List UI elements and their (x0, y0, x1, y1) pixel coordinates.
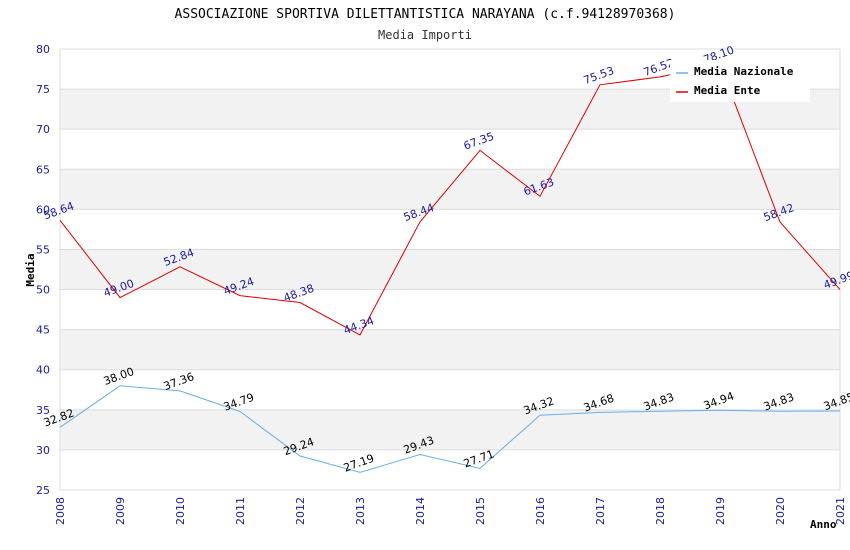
series-line-nazionale (59, 385, 841, 473)
gridlines (59, 48, 840, 491)
background-band (60, 249, 840, 290)
data-label: 37.36 (162, 370, 196, 393)
y-tick-label: 25 (36, 484, 50, 497)
x-tick-label: 2014 (414, 497, 427, 525)
x-tick-label: 2015 (474, 497, 487, 525)
x-tick-label: 2010 (174, 497, 187, 525)
data-label: 34.94 (702, 390, 736, 413)
data-label: 67.35 (462, 130, 496, 153)
x-tick-label: 2013 (354, 497, 367, 525)
x-tick-label: 2011 (234, 497, 247, 525)
x-tick-label: 2017 (594, 497, 607, 525)
y-tick-label: 45 (36, 324, 50, 337)
y-axis-ticks: 25 30 35 40 45 50 55 60 65 70 75 80 (36, 43, 50, 497)
legend-box (670, 60, 810, 102)
x-tick-label: 2009 (114, 497, 127, 525)
y-axis-label: Media (24, 253, 37, 286)
x-axis-label: Anno (810, 518, 837, 531)
y-tick-label: 65 (36, 163, 50, 176)
background-band (60, 409, 840, 450)
x-tick-label: 2016 (534, 497, 547, 525)
chart-subtitle: Media Importi (378, 28, 472, 42)
y-tick-label: 60 (36, 203, 50, 216)
y-tick-label: 75 (36, 83, 50, 96)
y-tick-label: 40 (36, 364, 50, 377)
legend-label-ente: Media Ente (694, 84, 761, 97)
y-tick-label: 70 (36, 123, 50, 136)
x-tick-label: 2008 (54, 497, 67, 525)
chart-title: ASSOCIAZIONE SPORTIVA DILETTANTISTICA NA… (175, 7, 676, 22)
x-tick-label: 2019 (714, 497, 727, 525)
y-tick-label: 50 (36, 284, 50, 297)
data-label: 27.19 (342, 452, 376, 475)
legend-label-nazionale: Media Nazionale (694, 65, 794, 78)
x-tick-label: 2018 (654, 497, 667, 525)
y-tick-label: 55 (36, 243, 50, 256)
background-bands (60, 89, 840, 450)
x-tick-label: 2021 (834, 497, 847, 525)
legend: Media Nazionale Media Ente (670, 60, 810, 102)
x-tick-label: 2012 (294, 497, 307, 525)
data-label: 27.71 (462, 447, 496, 470)
y-tick-label: 80 (36, 43, 50, 56)
background-band (60, 329, 840, 370)
x-axis-ticks: 2008 2009 2010 2011 2012 2013 2014 2015 2016 2017… (54, 497, 847, 525)
y-tick-label: 35 (36, 404, 50, 417)
background-band (60, 169, 840, 210)
x-tick-label: 2020 (774, 497, 787, 525)
y-tick-label: 30 (36, 444, 50, 457)
